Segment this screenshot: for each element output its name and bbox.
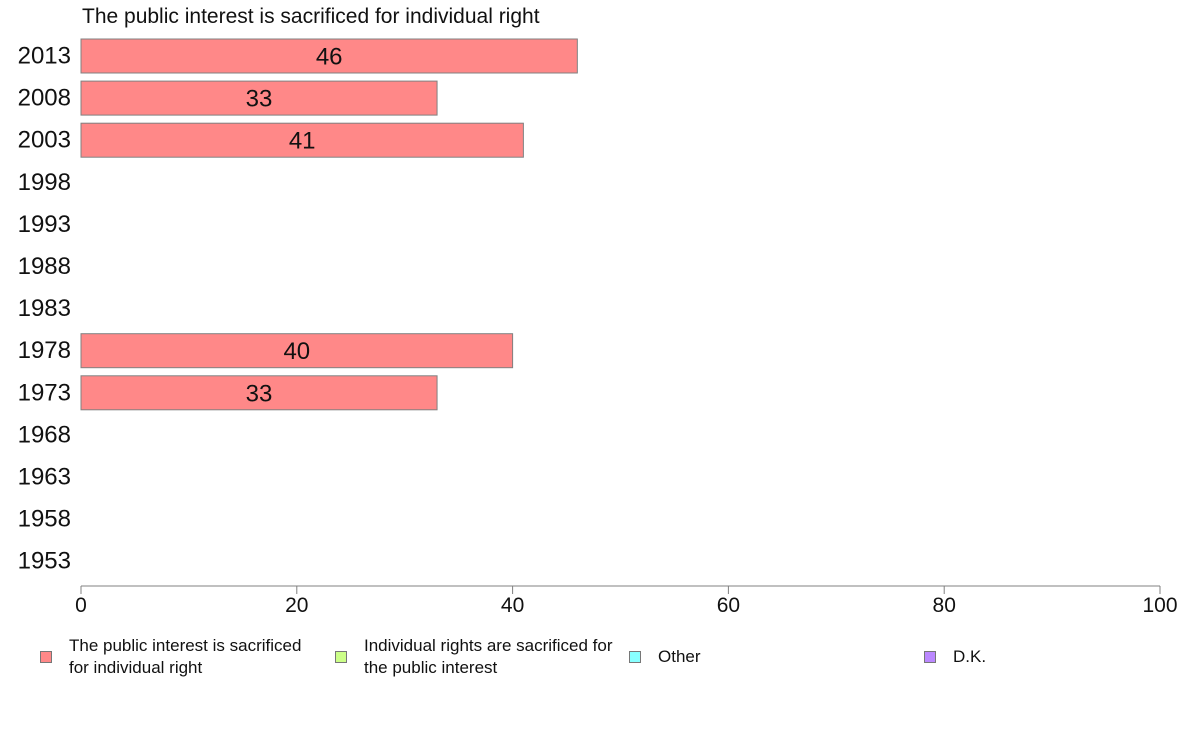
legend-swatch: [40, 651, 52, 663]
bar-value-label: 33: [246, 86, 273, 113]
chart-title: The public interest is sacrificed for in…: [82, 5, 540, 28]
y-tick-label: 1958: [18, 506, 71, 533]
x-tick-label: 80: [933, 594, 956, 617]
bar: [80, 38, 578, 74]
legend-item-other: Other: [629, 636, 913, 678]
legend-item-individual-rights-sacrificed: Individual rights are sacrificed for the…: [335, 636, 619, 678]
y-tick-label: 1998: [18, 169, 71, 196]
legend-swatch: [629, 651, 641, 663]
legend-swatch: [335, 651, 347, 663]
legend-label: Other: [658, 647, 701, 666]
bar-chart: 2013 46 2008 33 2003 41 1998 1993 1988 1983 1978 40…: [18, 38, 1178, 617]
y-tick-label: 1963: [18, 464, 71, 491]
y-tick-label: 1988: [18, 253, 71, 280]
legend-label: D.K.: [953, 647, 987, 666]
bar-value-label: 41: [289, 128, 316, 155]
y-tick-label: 1983: [18, 295, 71, 322]
legend-swatch: [924, 651, 936, 663]
y-tick-label: 1973: [18, 379, 71, 406]
legend-item-dk: D.K.: [924, 636, 1188, 678]
bar-value-label: 33: [246, 380, 273, 407]
y-tick-label: 1993: [18, 211, 71, 238]
bar: [80, 333, 514, 369]
x-tick-label: 0: [75, 594, 87, 617]
legend-label: Individual rights are sacrificed for the…: [364, 636, 613, 677]
bar: [80, 375, 438, 411]
y-tick-label: 1978: [18, 337, 71, 364]
y-tick-label: 2003: [18, 127, 71, 154]
legend-item-public-interest-sacrificed: The public interest is sacrificed for in…: [40, 636, 324, 678]
legend-label: The public interest is sacrificed for in…: [69, 636, 302, 677]
y-tick-label: 1953: [18, 548, 71, 575]
bar-value-label: 40: [283, 338, 310, 365]
y-tick-label: 2008: [18, 85, 71, 112]
bar: [80, 122, 524, 158]
x-tick-label: 100: [1142, 594, 1177, 617]
x-tick-label: 40: [501, 594, 524, 617]
x-tick-label: 60: [717, 594, 740, 617]
legend: The public interest is sacrificed for in…: [0, 636, 1188, 686]
bar: [80, 80, 438, 116]
bar-value-label: 46: [316, 44, 343, 71]
y-tick-label: 1968: [18, 421, 71, 448]
y-tick-label: 2013: [18, 43, 71, 70]
x-tick-label: 20: [285, 594, 308, 617]
